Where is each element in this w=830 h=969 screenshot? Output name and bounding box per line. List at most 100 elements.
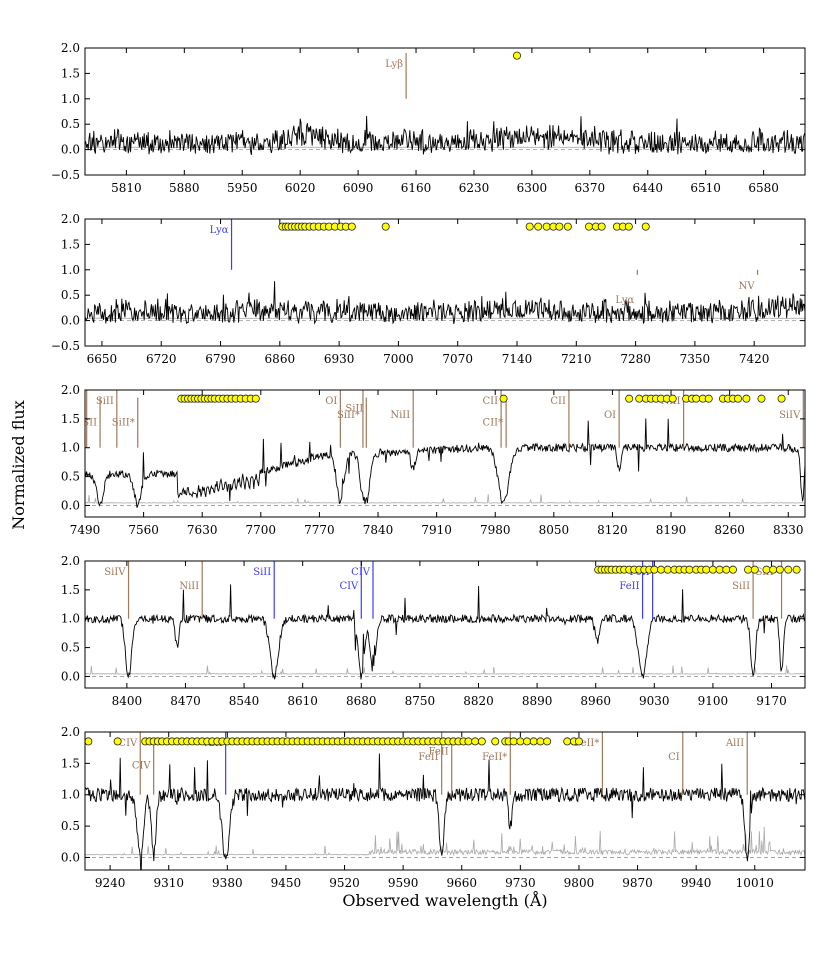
y-tick-label-3-2: 0.5 (61, 470, 80, 484)
y-tick-label-1-2: 0.0 (61, 143, 80, 157)
y-tick-label-1-5: 1.5 (61, 66, 80, 80)
absorber-marker-3-23 (635, 394, 644, 403)
absorber-marker-5-2 (113, 737, 122, 746)
line-label-3-8: NiII (390, 410, 410, 421)
absorber-marker-4-28 (744, 565, 753, 574)
absorber-marker-4-29 (750, 565, 759, 574)
absorber-marker-5-69 (471, 737, 480, 746)
absorber-marker-4-15 (657, 565, 666, 574)
absorber-marker-3-21 (499, 394, 508, 403)
x-tick-label-3-5: 7770 (304, 523, 335, 537)
absorber-marker-4-27 (729, 565, 738, 574)
absorber-marker-5-78 (536, 737, 545, 746)
x-tick-label-5-5: 9520 (329, 876, 360, 890)
y-tick-label-4-2: 0.5 (61, 641, 80, 655)
line-label-4-2: NiII (179, 581, 199, 592)
absorber-marker-4-34 (792, 565, 801, 574)
line-label-2-2: Lyα (615, 295, 634, 306)
x-axis-label: Observed wavelength (Å) (342, 890, 547, 910)
y-tick-label-1-4: 1.0 (61, 92, 80, 106)
x-tick-label-2-5: 6930 (324, 352, 355, 366)
y-tick-label-5-2: 0.5 (61, 819, 80, 833)
y-tick-label-5-5: 2.0 (61, 725, 80, 739)
line-label-3-11: CII (550, 396, 566, 407)
absorber-marker-3-39 (742, 394, 751, 403)
x-tick-label-1-10: 6440 (632, 181, 663, 195)
line-label-4-3: SiII (253, 567, 271, 578)
y-tick-label-3-1: 0.0 (61, 498, 80, 512)
line-label-4-6: FeII (619, 581, 639, 592)
line-label-5-6: FeII* (482, 752, 507, 763)
x-tick-label-2-3: 6790 (205, 352, 236, 366)
absorber-marker-5-82 (574, 737, 583, 746)
x-tick-label-2-8: 7140 (502, 352, 533, 366)
x-tick-label-5-4: 9450 (271, 876, 302, 890)
y-tick-label-3-5: 2.0 (61, 383, 80, 397)
x-tick-label-3-7: 7910 (421, 523, 452, 537)
absorber-marker-2-19 (525, 222, 534, 231)
absorber-marker-5-80 (563, 737, 572, 746)
line-label-3-6: SiII* (337, 410, 360, 421)
y-tick-label-2-2: 0.0 (61, 314, 80, 328)
x-tick-label-1-11: 6510 (690, 181, 721, 195)
x-tick-label-4-11: 9100 (698, 694, 729, 708)
absorber-marker-4-23 (702, 565, 711, 574)
y-tick-label-2-6: 2.0 (61, 212, 80, 226)
x-tick-label-5-1: 9240 (95, 876, 126, 890)
absorber-marker-2-27 (597, 222, 606, 231)
x-tick-label-5-3: 9380 (212, 876, 243, 890)
panel-5-frame (84, 731, 806, 871)
absorber-marker-3-38 (734, 394, 743, 403)
x-tick-label-1-7: 6230 (459, 181, 490, 195)
x-tick-label-3-13: 8330 (773, 523, 804, 537)
y-tick-label-1-6: 2.0 (61, 41, 80, 55)
line-label-4-4: CIV (339, 581, 359, 592)
panels: Lyβ 5810 5880 5950 6020 6090 6160 6230 6300 6370 6… (51, 41, 806, 890)
y-tick-label-1-1: −0.5 (51, 168, 80, 182)
x-tick-label-1-2: 5880 (169, 181, 200, 195)
line-label-5-5: FeII (428, 746, 448, 757)
error-spectrum (85, 665, 805, 676)
absorber-marker-5-77 (529, 737, 538, 746)
panel-1-plot-area: Lyβ (85, 51, 805, 155)
y-tick-label-2-4: 1.0 (61, 263, 80, 277)
x-tick-label-2-7: 7070 (442, 352, 473, 366)
panel-1-frame (84, 47, 806, 176)
x-tick-label-2-6: 7000 (383, 352, 414, 366)
x-tick-label-1-12: 6580 (748, 181, 779, 195)
absorber-marker-4-24 (708, 565, 717, 574)
x-tick-label-3-4: 7700 (246, 523, 277, 537)
line-label-2-3: NV (739, 281, 756, 292)
y-tick-label-4-3: 1.0 (61, 612, 80, 626)
x-tick-label-4-9: 8960 (580, 694, 611, 708)
x-tick-label-1-5: 6090 (343, 181, 374, 195)
x-tick-label-4-8: 8890 (522, 694, 553, 708)
absorber-marker-4-31 (769, 565, 778, 574)
error-spectrum (85, 146, 805, 149)
x-tick-label-5-2: 9310 (153, 876, 184, 890)
y-tick-label-4-1: 0.0 (61, 669, 80, 683)
line-label-3-2: SII (82, 418, 97, 429)
line-label-3-4: SiII* (112, 418, 135, 429)
x-tick-label-1-4: 6020 (285, 181, 316, 195)
panel-2-plot-area: Lyα Lyα NV (85, 219, 805, 325)
x-tick-label-3-2: 7560 (128, 523, 159, 537)
line-label-4-8: SiII (732, 581, 750, 592)
y-tick-label-3-3: 1.0 (61, 441, 80, 455)
flux-spectrum (85, 584, 805, 680)
panel-4: SiIVNiIISiIICIVCIVFeIIFeIISiIISiII*84008… (61, 554, 806, 708)
y-tick-label-5-1: 0.0 (61, 850, 80, 864)
x-tick-label-3-6: 7840 (363, 523, 394, 537)
x-tick-label-1-8: 6300 (517, 181, 548, 195)
line-label-3-10: CII* (483, 418, 504, 429)
absorber-marker-2-17 (347, 222, 356, 231)
panel-1: Lyβ 5810 5880 5950 6020 6090 6160 6230 6300 6370 6… (51, 41, 806, 195)
line-label-3-9: CII (483, 396, 499, 407)
absorber-marker-3-41 (777, 394, 786, 403)
absorber-marker-5-74 (509, 737, 518, 746)
y-tick-label-4-5: 2.0 (61, 554, 80, 568)
absorber-marker-4-14 (650, 565, 659, 574)
absorber-marker-5-70 (477, 737, 486, 746)
